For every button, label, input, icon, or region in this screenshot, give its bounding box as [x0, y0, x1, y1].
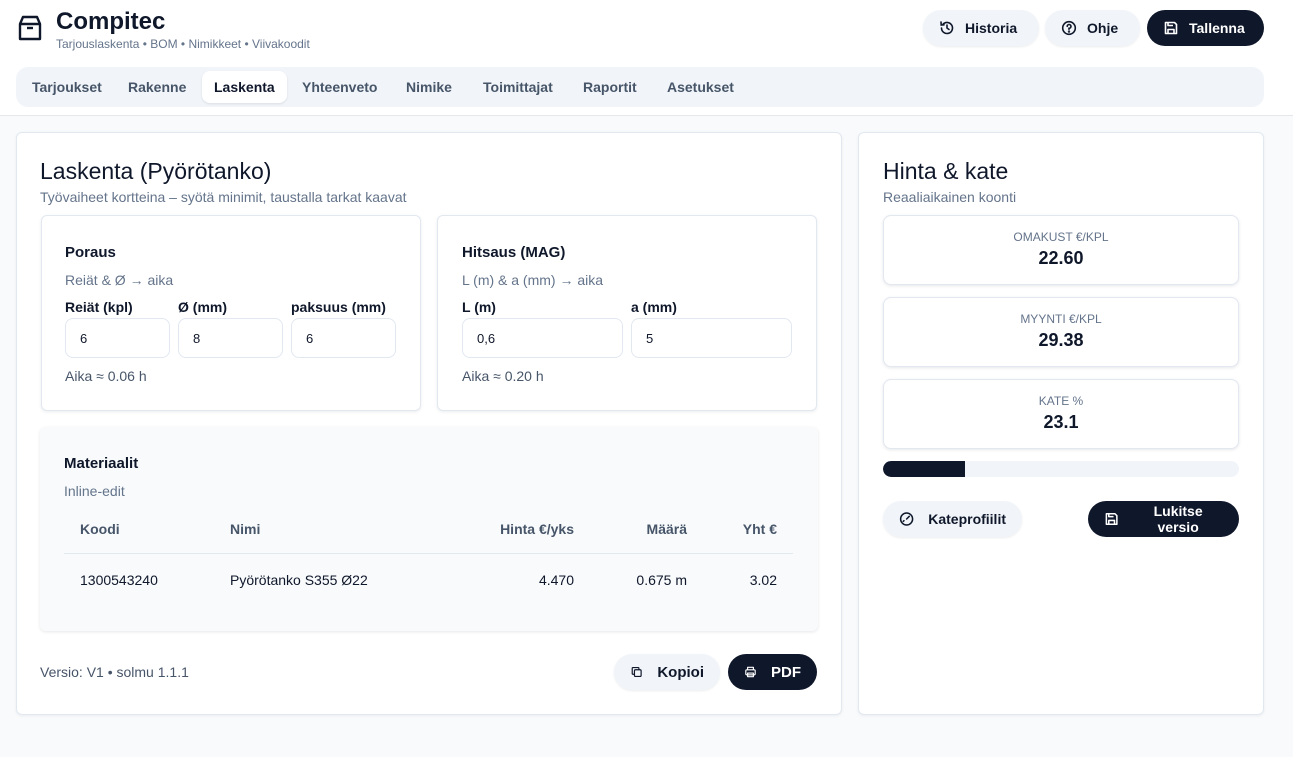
app-title: Compitec: [56, 8, 166, 35]
version-info: Versio: V1 • solmu 1.1.1: [40, 664, 189, 680]
pricing-subtitle: Reaaliaikainen koonti: [883, 189, 1017, 205]
column-header-price: Hinta €/yks: [500, 521, 574, 537]
history-icon: [940, 21, 954, 35]
tab-raportit[interactable]: Raportit: [583, 79, 637, 95]
diameter-input[interactable]: [178, 318, 283, 358]
cell-quantity[interactable]: 0.675 m: [636, 572, 687, 588]
save-icon: [1164, 21, 1178, 35]
cell-total: 3.02: [749, 572, 777, 588]
tab-asetukset[interactable]: Asetukset: [667, 79, 734, 95]
cell-price[interactable]: 4.470: [538, 572, 574, 588]
history-button[interactable]: Historia: [923, 10, 1039, 46]
welding-hint: L (m) & a (mm) → aika: [462, 272, 604, 288]
sale-label: MYYNTI €/KPL: [1020, 312, 1102, 326]
cell-name[interactable]: Pyörötanko S355 Ø22: [230, 572, 368, 588]
app-subtitle: Tarjouslaskenta • BOM • Nimikkeet • Viiv…: [56, 37, 310, 51]
holes-input[interactable]: [65, 318, 170, 358]
column-header-quantity: Määrä: [646, 521, 687, 537]
tab-tarjoukset[interactable]: Tarjoukset: [32, 79, 102, 95]
save-button[interactable]: Tallenna: [1147, 10, 1264, 46]
column-header-total: Yht €: [742, 521, 777, 537]
main-tabs: Tarjoukset Rakenne Laskenta Yhteenveto N…: [16, 67, 1264, 107]
printer-icon: [745, 666, 756, 678]
lock-version-label: Lukitse versio: [1153, 503, 1203, 535]
length-input[interactable]: [462, 318, 623, 358]
cell-code[interactable]: 1300543240: [80, 572, 158, 588]
tab-rakenne[interactable]: Rakenne: [128, 79, 187, 95]
calculation-subtitle: Työvaiheet kortteina – syötä minimit, ta…: [40, 189, 407, 205]
holes-label: Reiät (kpl): [65, 299, 133, 315]
gauge-icon: [899, 512, 914, 526]
margin-progress-fill: [883, 461, 966, 477]
calculation-title: Laskenta (Pyörötanko): [40, 158, 272, 184]
save-button-label: Tallenna: [1189, 20, 1245, 36]
materials-card: Materiaalit Inline-edit Koodi Nimi Hinta…: [40, 427, 818, 631]
box-icon: [18, 15, 42, 41]
margin-label: KATE %: [1038, 394, 1084, 408]
drilling-card: [41, 215, 421, 411]
tab-nimike[interactable]: Nimike: [406, 79, 452, 95]
app-header: Compitec Tarjouslaskenta • BOM • Nimikke…: [0, 0, 1293, 116]
lock-version-button[interactable]: Lukitse versio: [1088, 501, 1239, 537]
margin-value: 23.1: [1043, 412, 1079, 432]
pdf-button-label: PDF: [771, 663, 801, 681]
throat-label: a (mm): [631, 299, 677, 315]
sale-value: 29.38: [1038, 330, 1084, 350]
margin-progress-bar: [883, 461, 1239, 477]
column-header-code: Koodi: [80, 521, 120, 537]
tab-yhteenveto[interactable]: Yhteenveto: [302, 79, 378, 95]
margin-profiles-button[interactable]: Kateprofiilit: [883, 501, 1022, 537]
copy-button-label: Kopioi: [657, 663, 704, 681]
throat-input[interactable]: [631, 318, 792, 358]
margin-stat: KATE % 23.1: [883, 379, 1239, 449]
drilling-time: Aika ≈ 0.06 h: [65, 368, 147, 384]
help-circle-icon: [1061, 20, 1077, 36]
table-divider: [64, 553, 793, 554]
history-button-label: Historia: [965, 20, 1018, 36]
tab-laskenta[interactable]: Laskenta: [202, 71, 287, 103]
help-button[interactable]: Ohje: [1045, 10, 1140, 46]
pdf-button[interactable]: PDF: [728, 654, 817, 690]
welding-time: Aika ≈ 0.20 h: [462, 368, 544, 384]
materials-title: Materiaalit: [64, 455, 139, 472]
welding-card: [437, 215, 817, 411]
tab-toimittajat[interactable]: Toimittajat: [483, 79, 553, 95]
save-icon: [1105, 512, 1118, 526]
cost-label: OMAKUST €/KPL: [1013, 230, 1109, 244]
pricing-title: Hinta & kate: [883, 158, 1009, 184]
drilling-hint: Reiät & Ø → aika: [65, 272, 174, 288]
sale-stat: MYYNTI €/KPL 29.38: [883, 297, 1239, 367]
margin-profiles-label: Kateprofiilit: [928, 511, 1006, 527]
drilling-title: Poraus: [65, 244, 116, 261]
copy-icon: [631, 666, 642, 678]
thickness-label: paksuus (mm): [291, 299, 386, 315]
length-label: L (m): [462, 299, 496, 315]
copy-button[interactable]: Kopioi: [614, 654, 720, 690]
materials-hint: Inline-edit: [64, 483, 125, 499]
welding-title: Hitsaus (MAG): [462, 244, 566, 261]
diameter-label: Ø (mm): [178, 299, 227, 315]
thickness-input[interactable]: [291, 318, 396, 358]
cost-stat: OMAKUST €/KPL 22.60: [883, 215, 1239, 285]
cost-value: 22.60: [1038, 248, 1084, 268]
help-button-label: Ohje: [1087, 20, 1119, 36]
column-header-name: Nimi: [230, 521, 261, 537]
